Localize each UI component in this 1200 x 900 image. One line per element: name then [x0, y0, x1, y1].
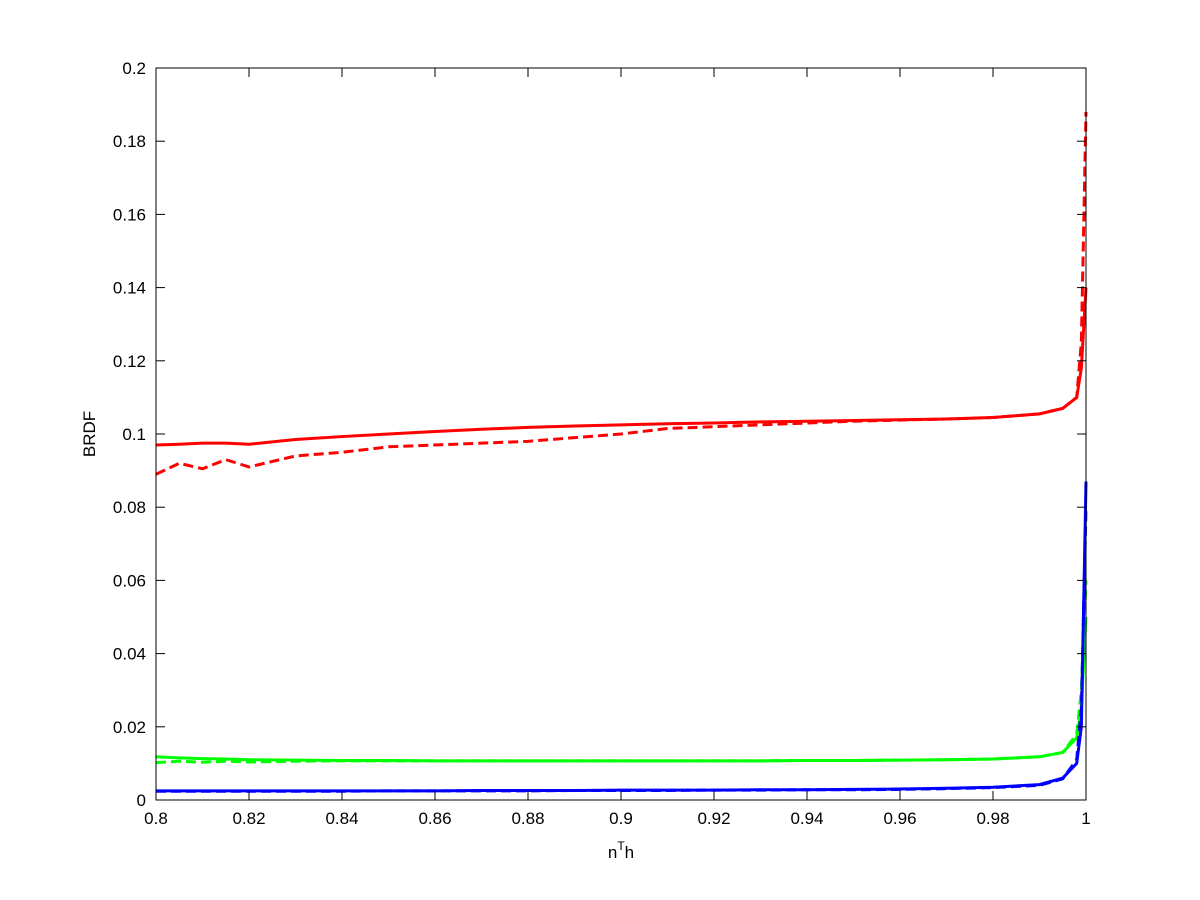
x-label-part: n [608, 843, 617, 862]
x-tick-label: 0.92 [697, 809, 730, 828]
y-tick-label: 0.18 [113, 132, 146, 151]
x-tick-label: 0.96 [883, 809, 916, 828]
y-tick-label: 0.16 [113, 205, 146, 224]
x-tick-label: 0.94 [790, 809, 823, 828]
y-tick-label: 0.1 [122, 425, 146, 444]
x-tick-label: 0.86 [418, 809, 451, 828]
y-tick-label: 0.06 [113, 571, 146, 590]
x-axis-label: nTh [608, 839, 634, 862]
y-tick-label: 0.02 [113, 718, 146, 737]
x-label-part: h [625, 843, 634, 862]
x-tick-label: 0.82 [232, 809, 265, 828]
line-series [156, 507, 1088, 793]
y-tick-label: 0.04 [113, 645, 146, 664]
y-axis-label: BRDF [80, 411, 99, 457]
x-tick-label: 0.8 [144, 809, 168, 828]
line-series [155, 580, 1088, 765]
x-tick-label: 0.9 [609, 809, 633, 828]
line-series [155, 287, 1088, 447]
x-label-sup: T [617, 839, 625, 853]
line-series [155, 111, 1088, 476]
y-tick-label: 0.08 [113, 498, 146, 517]
x-tick-label: 1 [1081, 809, 1090, 828]
y-tick-label: 0.12 [113, 352, 146, 371]
x-tick-label: 0.88 [511, 809, 544, 828]
x-tick-label: 0.98 [976, 809, 1009, 828]
y-tick-label: 0.14 [113, 279, 146, 298]
y-tick-label: 0.2 [122, 59, 146, 78]
x-tick-label: 0.84 [325, 809, 358, 828]
y-tick-label: 0 [137, 791, 146, 810]
